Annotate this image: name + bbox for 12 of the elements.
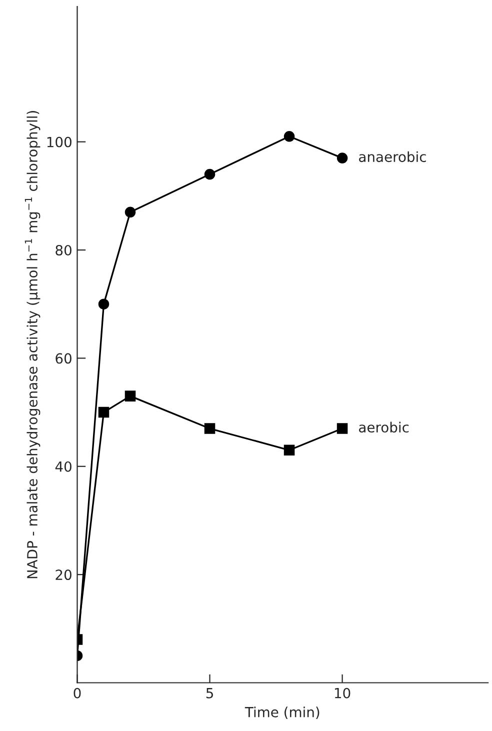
series-label: aerobic [359, 422, 409, 433]
x-tick-label: 10 [334, 688, 350, 698]
x-tick-label: 5 [206, 688, 213, 698]
y-tick-label: 20 [56, 570, 72, 580]
y-tick-label: 40 [55, 461, 72, 472]
y-tick-label: 60 [56, 353, 72, 364]
y-tick-label: 80 [56, 244, 72, 256]
x-tick-label: 0 [74, 688, 81, 698]
series-label: anaerobic [359, 151, 426, 162]
x-axis-title: Time (min) [244, 706, 320, 719]
y-axis-title: NADP - malate dehydrogenase activity (μmol h$^{−1}$ mg$^{−1}$ chlorophyll) [24, 111, 40, 578]
y-tick-label: 100 [47, 136, 72, 148]
